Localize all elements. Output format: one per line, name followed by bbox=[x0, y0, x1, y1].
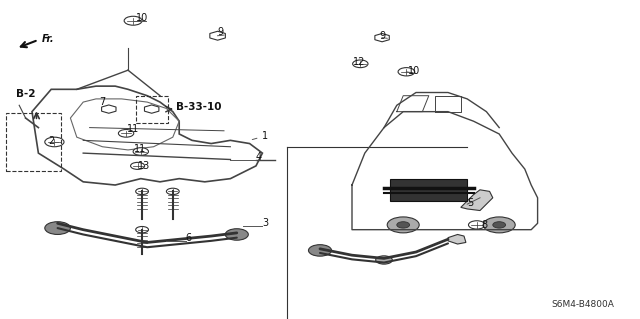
Text: 9: 9 bbox=[380, 31, 386, 41]
Text: 8: 8 bbox=[481, 220, 488, 230]
Polygon shape bbox=[390, 179, 467, 201]
Text: 11: 11 bbox=[134, 145, 147, 154]
Circle shape bbox=[124, 16, 142, 25]
Text: Fr.: Fr. bbox=[42, 34, 54, 44]
Text: S6M4-B4800A: S6M4-B4800A bbox=[552, 300, 614, 309]
Text: B-2: B-2 bbox=[16, 89, 35, 99]
Text: 2: 2 bbox=[48, 136, 54, 146]
Circle shape bbox=[376, 256, 392, 264]
Text: B-33-10: B-33-10 bbox=[176, 102, 221, 112]
Circle shape bbox=[225, 229, 248, 240]
Circle shape bbox=[483, 217, 515, 233]
Polygon shape bbox=[448, 234, 466, 244]
Text: 3: 3 bbox=[262, 218, 269, 228]
Circle shape bbox=[387, 217, 419, 233]
Circle shape bbox=[45, 222, 70, 234]
Text: 10: 10 bbox=[408, 66, 420, 76]
Text: 5: 5 bbox=[467, 198, 474, 208]
Polygon shape bbox=[102, 105, 116, 113]
Text: 10: 10 bbox=[136, 13, 148, 23]
Circle shape bbox=[398, 68, 415, 76]
Circle shape bbox=[397, 222, 410, 228]
Polygon shape bbox=[145, 105, 159, 113]
Circle shape bbox=[308, 245, 332, 256]
Circle shape bbox=[118, 130, 134, 137]
Circle shape bbox=[45, 137, 64, 147]
Circle shape bbox=[468, 221, 485, 229]
Text: 7: 7 bbox=[99, 97, 106, 107]
Circle shape bbox=[131, 162, 145, 169]
Circle shape bbox=[166, 188, 179, 195]
Text: 12: 12 bbox=[353, 57, 365, 67]
Polygon shape bbox=[210, 31, 225, 40]
Text: 9: 9 bbox=[218, 27, 224, 37]
Circle shape bbox=[136, 188, 148, 195]
Text: 1: 1 bbox=[252, 131, 269, 141]
Text: 11: 11 bbox=[127, 124, 139, 134]
Text: 6: 6 bbox=[186, 233, 192, 243]
Text: 4: 4 bbox=[256, 152, 262, 161]
Circle shape bbox=[493, 222, 506, 228]
Polygon shape bbox=[461, 190, 493, 211]
Circle shape bbox=[136, 226, 148, 233]
Circle shape bbox=[353, 60, 368, 68]
Text: 13: 13 bbox=[138, 161, 150, 171]
Circle shape bbox=[133, 148, 148, 155]
Polygon shape bbox=[375, 33, 389, 42]
